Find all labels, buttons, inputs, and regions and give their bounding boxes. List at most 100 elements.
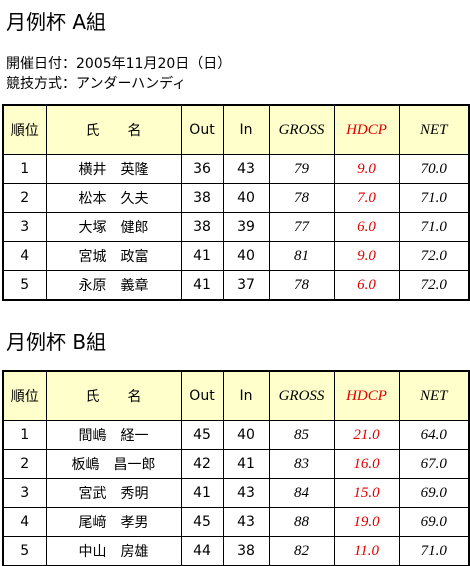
row: 4 宮城 政富 41 40 81 9.0 72.0: [2, 241, 470, 271]
header-cell: GROSS: [268, 370, 335, 421]
cell: 72.0: [398, 270, 470, 301]
cell: 45: [180, 420, 224, 450]
title: 月例杯 B組: [6, 330, 107, 354]
header-cell: NET: [398, 104, 470, 155]
title: 月例杯 A組: [6, 10, 107, 34]
cell: 79: [268, 154, 335, 184]
header-cell: 氏 名: [45, 104, 182, 155]
header-cell: 氏 名: [45, 370, 182, 421]
cell: 4: [2, 241, 47, 271]
cell: 宮城 政富: [45, 241, 182, 271]
cell: 6.0: [333, 212, 400, 242]
cell: 41: [180, 478, 224, 508]
cell: 37: [222, 270, 270, 301]
header-cell: In: [222, 370, 270, 421]
cell: 70.0: [398, 154, 470, 184]
row: 2 松本 久夫 38 40 78 7.0 71.0: [2, 183, 470, 213]
cell: 84: [268, 478, 335, 508]
cell: 2: [2, 183, 47, 213]
cell: 41: [222, 449, 270, 479]
row: 5 永原 義章 41 37 78 6.0 72.0: [2, 270, 470, 301]
info-format: 競技方式：アンダーハンディ: [6, 76, 187, 92]
cell: 38: [180, 212, 224, 242]
results-table: 順位氏 名 Out In GROSS HDCP NET 1 横井 英隆 36 43 79 9.0 70.…: [2, 104, 470, 301]
cell: 88: [268, 507, 335, 537]
header-cell: GROSS: [268, 104, 335, 155]
cell: 松本 久夫: [45, 183, 182, 213]
cell: 3: [2, 212, 47, 242]
info-date: 開催日付：2005年11月20日（日）: [6, 56, 232, 72]
cell: 64.0: [398, 420, 470, 450]
cell: 41: [180, 270, 224, 301]
cell: 43: [222, 478, 270, 508]
header-row: 順位氏 名 Out In GROSS HDCP NET: [2, 104, 470, 155]
header-cell: HDCP: [333, 104, 400, 155]
row: 3 宮武 秀明 41 43 84 15.0 69.0: [2, 478, 470, 508]
header-row: 順位氏 名 Out In GROSS HDCP NET: [2, 370, 470, 421]
cell: 38: [222, 536, 270, 566]
cell: 81: [268, 241, 335, 271]
header-cell: HDCP: [333, 370, 400, 421]
cell: 大塚 健郎: [45, 212, 182, 242]
cell: 2: [2, 449, 47, 479]
cell: 44: [180, 536, 224, 566]
cell: 71.0: [398, 536, 470, 566]
cell: 40: [222, 241, 270, 271]
cell: 83: [268, 449, 335, 479]
row: 2 板嶋 昌一郎 42 41 83 16.0 67.0: [2, 449, 470, 479]
cell: 15.0: [333, 478, 400, 508]
header-cell: Out: [180, 104, 224, 155]
cell: 9.0: [333, 154, 400, 184]
cell: 16.0: [333, 449, 400, 479]
cell: 43: [222, 507, 270, 537]
header-cell: 順位: [2, 104, 47, 155]
cell: 67.0: [398, 449, 470, 479]
cell: 45: [180, 507, 224, 537]
cell: 39: [222, 212, 270, 242]
cell: 5: [2, 270, 47, 301]
cell: 72.0: [398, 241, 470, 271]
cell: 19.0: [333, 507, 400, 537]
header-cell: Out: [180, 370, 224, 421]
cell: 85: [268, 420, 335, 450]
cell: 40: [222, 183, 270, 213]
cell: 間嶋 経一: [45, 420, 182, 450]
cell: 38: [180, 183, 224, 213]
cell: 7.0: [333, 183, 400, 213]
cell: 77: [268, 212, 335, 242]
cell: 1: [2, 154, 47, 184]
cell: 82: [268, 536, 335, 566]
cell: 78: [268, 183, 335, 213]
cell: 板嶋 昌一郎: [45, 449, 182, 479]
row: 3 大塚 健郎 38 39 77 6.0 71.0: [2, 212, 470, 242]
cell: 9.0: [333, 241, 400, 271]
cell: 71.0: [398, 183, 470, 213]
cell: 4: [2, 507, 47, 537]
cell: 78: [268, 270, 335, 301]
cell: 69.0: [398, 507, 470, 537]
results-table: 順位氏 名 Out In GROSS HDCP NET 1 間嶋 経一 45 40 85 21.0 64…: [2, 370, 470, 566]
cell: 36: [180, 154, 224, 184]
row: 1 間嶋 経一 45 40 85 21.0 64.0: [2, 420, 470, 450]
cell: 6.0: [333, 270, 400, 301]
cell: 41: [180, 241, 224, 271]
cell: 69.0: [398, 478, 470, 508]
cell: 21.0: [333, 420, 400, 450]
cell: 3: [2, 478, 47, 508]
cell: 1: [2, 420, 47, 450]
cell: 尾﨑 孝男: [45, 507, 182, 537]
cell: 43: [222, 154, 270, 184]
cell: 横井 英隆: [45, 154, 182, 184]
cell: 71.0: [398, 212, 470, 242]
cell: 宮武 秀明: [45, 478, 182, 508]
row: 1 横井 英隆 36 43 79 9.0 70.0: [2, 154, 470, 184]
cell: 40: [222, 420, 270, 450]
cell: 中山 房雄: [45, 536, 182, 566]
cell: 永原 義章: [45, 270, 182, 301]
header-cell: NET: [398, 370, 470, 421]
cell: 42: [180, 449, 224, 479]
cell: 5: [2, 536, 47, 566]
header-cell: In: [222, 104, 270, 155]
row: 5 中山 房雄 44 38 82 11.0 71.0: [2, 536, 470, 566]
